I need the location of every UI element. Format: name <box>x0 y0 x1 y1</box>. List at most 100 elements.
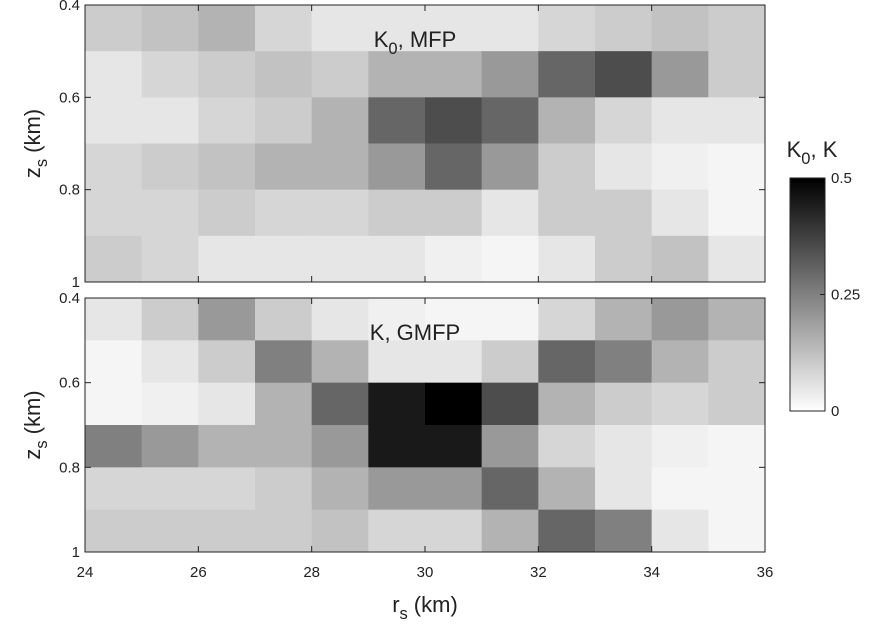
heatmap-cell <box>595 5 653 52</box>
heatmap-cell <box>538 5 596 52</box>
heatmap-cell <box>198 509 256 553</box>
colorbar-tick-label: 0.5 <box>831 170 852 187</box>
heatmap-cell <box>538 235 596 283</box>
heatmap-cell <box>708 5 766 52</box>
heatmap-cell <box>255 143 313 191</box>
heatmap-cell <box>651 5 709 52</box>
heatmap-cell <box>85 467 143 511</box>
heatmap-cell <box>141 340 199 384</box>
heatmap-cell <box>198 143 256 191</box>
heatmap-cell <box>651 143 709 191</box>
heatmap-cell <box>481 143 539 191</box>
heatmap-cell <box>708 97 766 144</box>
heatmap-cell <box>481 298 539 341</box>
heatmap-cell <box>651 467 709 511</box>
heatmap-cell <box>595 189 653 237</box>
x-axis-label: rs (km) <box>392 592 458 623</box>
heatmap-cell <box>538 509 596 553</box>
heatmap-cell <box>538 143 596 191</box>
heatmap-cell <box>425 143 483 191</box>
x-tick-label: 30 <box>417 564 434 581</box>
heatmap-cell <box>538 425 596 468</box>
heatmap-cell <box>481 5 539 52</box>
heatmap-cell <box>708 143 766 191</box>
heatmap-cell <box>481 97 539 144</box>
heatmap-cell <box>141 509 199 553</box>
colorbar <box>789 177 826 412</box>
heatmap-cell <box>198 97 256 144</box>
heatmap-cell <box>651 298 709 341</box>
y-axis-label-sub: s <box>33 159 51 167</box>
y-tick-label: 0.8 <box>59 459 80 476</box>
heatmap-cell <box>368 467 426 511</box>
heatmap-cell <box>141 143 199 191</box>
heatmap-cell <box>311 382 369 426</box>
heatmap-cell <box>595 298 653 341</box>
heatmap-cell <box>595 382 653 426</box>
heatmap <box>85 298 766 553</box>
heatmap-cell <box>708 467 766 511</box>
x-tick-label: 36 <box>757 564 774 581</box>
y-axis-label-sub: s <box>33 440 51 448</box>
heatmap-cell <box>368 340 426 384</box>
heatmap-cell <box>311 51 369 98</box>
y-tick-label: 0.4 <box>59 290 80 307</box>
x-axis-label-rest: (km) <box>414 592 458 617</box>
heatmap <box>85 5 766 283</box>
heatmap-cell <box>368 5 426 52</box>
panel-title-main: K <box>374 27 389 52</box>
heatmap-cell <box>311 5 369 52</box>
heatmap-cell <box>708 189 766 237</box>
heatmap-cell <box>425 97 483 144</box>
heatmap-cell <box>595 467 653 511</box>
heatmap-cell <box>85 509 143 553</box>
x-tick-label: 32 <box>530 564 547 581</box>
heatmap-cell <box>538 97 596 144</box>
heatmap-cell <box>651 340 709 384</box>
heatmap-cell <box>85 425 143 468</box>
colorbar-tick-label: 0.25 <box>831 287 860 304</box>
heatmap-cell <box>85 382 143 426</box>
heatmap-cell <box>141 97 199 144</box>
heatmap-cell <box>651 425 709 468</box>
heatmap-cell <box>141 235 199 283</box>
heatmap-cell <box>311 467 369 511</box>
heatmap-cell <box>595 143 653 191</box>
heatmap-cell <box>311 143 369 191</box>
heatmap-cell <box>368 97 426 144</box>
y-axis-label: zs (km) <box>20 109 51 178</box>
y-axis-label-main: z <box>20 167 45 178</box>
heatmap-cell <box>651 97 709 144</box>
heatmap-cell <box>311 235 369 283</box>
heatmap-cell <box>311 509 369 553</box>
heatmap-cell <box>595 340 653 384</box>
heatmap-cell <box>198 51 256 98</box>
x-tick-label: 34 <box>643 564 660 581</box>
heatmap-cell <box>255 425 313 468</box>
heatmap-cell <box>311 425 369 468</box>
heatmap-cell <box>538 340 596 384</box>
heatmap-cell <box>311 97 369 144</box>
heatmap-cell <box>368 298 426 341</box>
y-tick-label: 0.4 <box>59 0 80 14</box>
heatmap-cell <box>425 235 483 283</box>
heatmap-cell <box>255 509 313 553</box>
heatmap-cell <box>368 189 426 237</box>
heatmap-cell <box>708 51 766 98</box>
heatmap-cell <box>538 467 596 511</box>
y-tick-label: 1 <box>72 274 80 291</box>
y-axis-label-rest: (km) <box>20 390 45 434</box>
heatmap-cell <box>85 235 143 283</box>
panel-title-rest: , MFP <box>398 27 457 52</box>
heatmap-cell <box>198 425 256 468</box>
colorbar-title-main: K <box>787 137 802 162</box>
heatmap-cell <box>198 382 256 426</box>
panel-title-main: K, GMFP <box>370 320 460 345</box>
heatmap-cell <box>595 51 653 98</box>
heatmap-cell <box>255 235 313 283</box>
heatmap-cell <box>368 425 426 468</box>
colorbar-tick-label: 0 <box>831 403 839 420</box>
heatmap-cell <box>651 235 709 283</box>
heatmap-cell <box>595 97 653 144</box>
heatmap-cell <box>425 382 483 426</box>
